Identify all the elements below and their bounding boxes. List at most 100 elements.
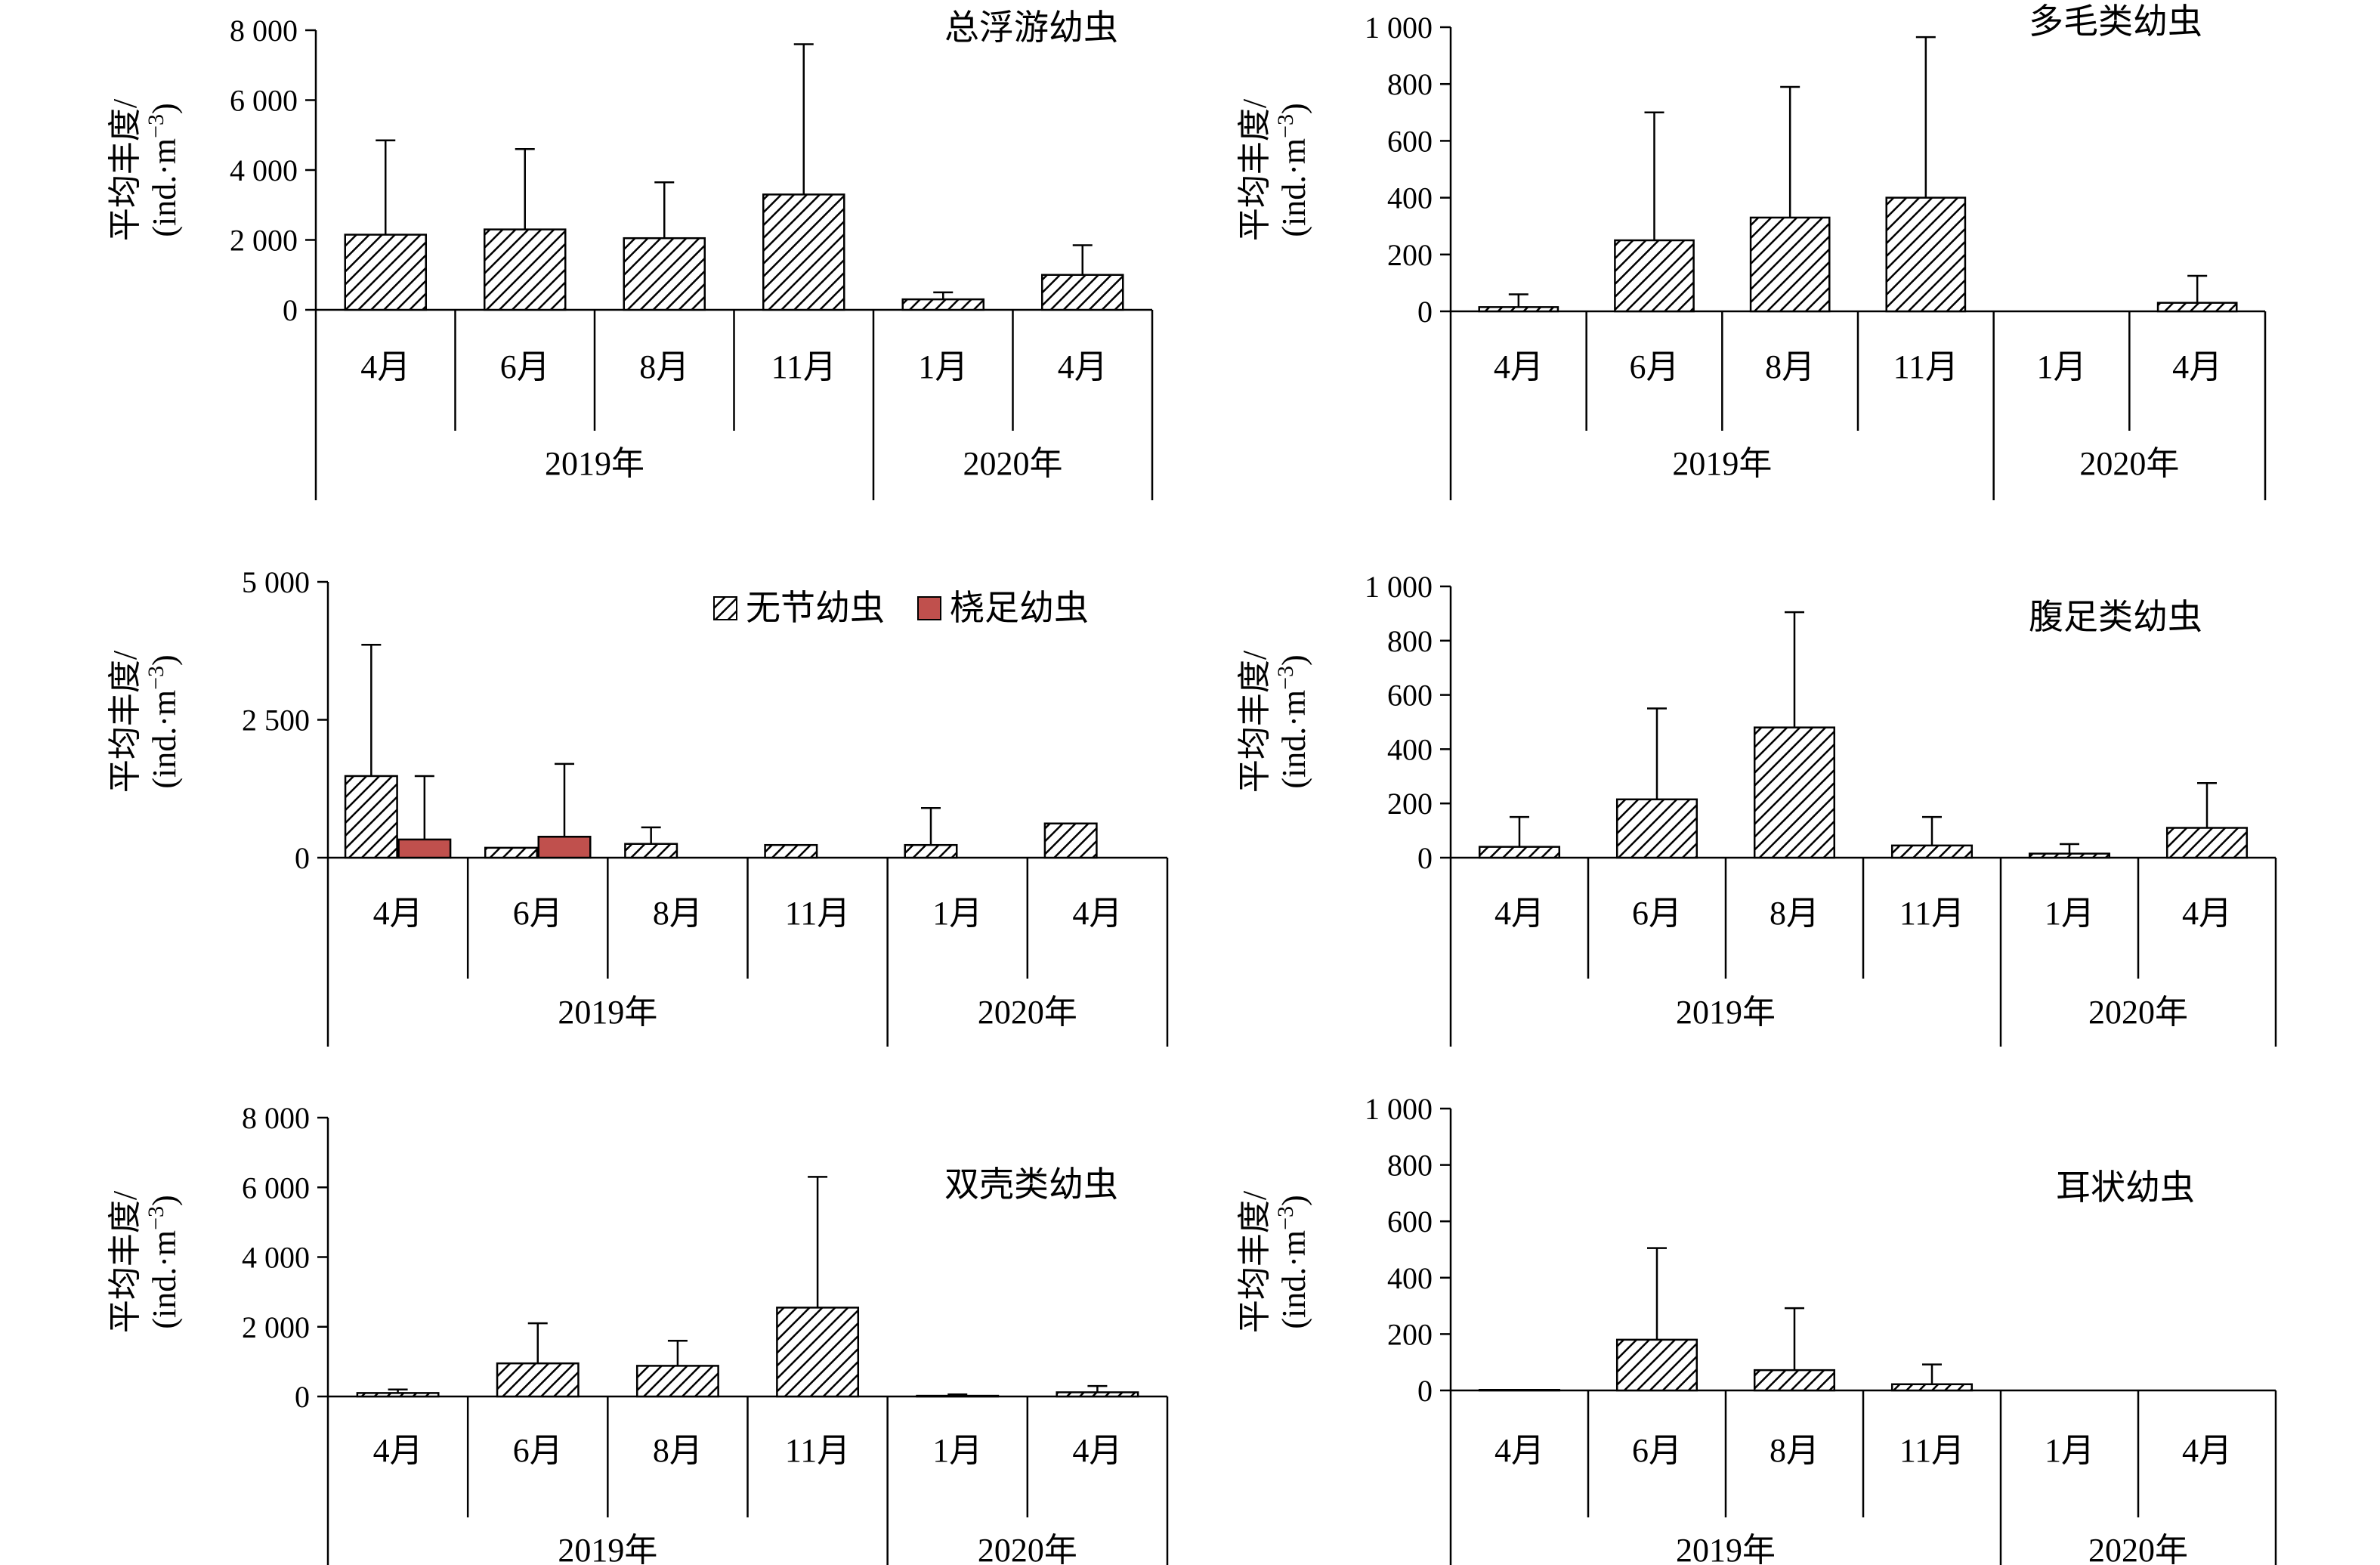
x-tick-label: 11月 — [1893, 348, 1958, 385]
bar — [2165, 827, 2249, 859]
x-tick-label: 8月 — [1770, 1432, 1819, 1469]
x-tick-label: 4月 — [2172, 348, 2222, 385]
legend-label: 桡足幼虫 — [950, 589, 1089, 627]
bar — [1056, 1391, 1139, 1398]
y-unit: (ind.·m — [146, 1230, 183, 1329]
bar — [356, 1392, 440, 1398]
y-tick-label: 800 — [1387, 624, 1433, 658]
y-axis-label-line2: (ind.·m−3) — [144, 1195, 183, 1328]
x-tick-label: 8月 — [653, 895, 703, 932]
y-tick-label: 0 — [1417, 841, 1433, 875]
y-axis-label: 平均丰度/(ind.·m−3) — [107, 1190, 183, 1333]
chart-panel: 0 200 400 600 800 1 000 4月 6月 8月 11月 1月 4月 2019年 2020… — [1236, 2, 2267, 500]
y-tick-label: 400 — [1387, 732, 1433, 766]
y-tick-label: 6 000 — [242, 1171, 310, 1205]
y-tick-label: 0 — [1417, 1374, 1433, 1408]
year-label: 2019年 — [558, 1532, 657, 1565]
bar — [1890, 1383, 1974, 1392]
bar — [623, 237, 706, 311]
legend-swatch-copepodite — [917, 596, 941, 620]
chart-panel: 0 2 500 5 000 4月 6月 8月 11月 1月 4月 2019年 2020年 无节幼虫 桡足… — [107, 565, 1169, 1047]
y-axis-label-line1: 平均丰度/ — [107, 98, 144, 241]
y-unit-close: ) — [1275, 654, 1312, 666]
bar — [344, 775, 398, 859]
y-axis-label-line2: (ind.·m−3) — [1273, 1195, 1312, 1328]
y-unit-exponent: −3 — [1273, 666, 1298, 690]
legend: 无节幼虫 桡足幼虫 — [713, 589, 1089, 627]
bar — [344, 234, 428, 311]
y-tick-label: 4 000 — [230, 153, 298, 187]
chart-panel: 0 2 000 4 000 6 000 8 000 4月 6月 8月 11月 1月 4月 2019年 2… — [107, 1101, 1169, 1565]
y-axis-label-line1: 平均丰度/ — [107, 1190, 144, 1333]
bar — [1478, 306, 1559, 313]
y-tick-label: 1 000 — [1365, 570, 1433, 604]
y-tick-label: 600 — [1387, 679, 1433, 713]
bar — [1478, 846, 1561, 859]
y-tick-label: 1 000 — [1365, 1092, 1433, 1126]
x-tick-label: 4月 — [2182, 895, 2232, 932]
bar-copepodite — [397, 838, 452, 859]
x-tick-label: 4月 — [1494, 1432, 1544, 1469]
bar — [1890, 844, 1974, 859]
year-label: 2020年 — [2088, 994, 2188, 1031]
x-tick-label: 6月 — [500, 348, 550, 385]
y-unit-close: ) — [146, 1195, 183, 1206]
y-unit-exponent: −3 — [144, 114, 168, 138]
bar — [1753, 1369, 1836, 1392]
y-axis-label: 平均丰度/(ind.·m−3) — [1236, 98, 1312, 241]
year-label: 2020年 — [2079, 445, 2179, 482]
y-unit-close: ) — [1275, 1195, 1312, 1206]
x-tick-label: 4月 — [2182, 1432, 2232, 1469]
y-tick-label: 8 000 — [242, 1101, 310, 1135]
bar — [2156, 302, 2238, 313]
bar — [635, 1365, 719, 1398]
y-tick-label: 5 000 — [242, 565, 310, 599]
bar — [1753, 726, 1836, 859]
y-axis-label-line2: (ind.·m−3) — [144, 654, 183, 788]
x-tick-label: 4月 — [1494, 895, 1544, 932]
year-label: 2020年 — [2088, 1532, 2188, 1565]
chart-panel: 0 200 400 600 800 1 000 4月 6月 8月 11月 1月 4月 2019年 2020… — [1236, 1092, 2277, 1565]
x-tick-label: 8月 — [1770, 895, 1819, 932]
x-tick-label: 4月 — [1072, 895, 1122, 932]
year-label: 2019年 — [1676, 1532, 1776, 1565]
y-tick-label: 800 — [1387, 1149, 1433, 1183]
y-unit: (ind.·m — [1275, 690, 1312, 789]
x-tick-label: 4月 — [1058, 348, 1108, 385]
x-tick-label: 11月 — [1899, 895, 1964, 932]
y-tick-label: 0 — [1417, 295, 1433, 329]
bar — [1615, 798, 1698, 859]
y-unit: (ind.·m — [1275, 1230, 1312, 1329]
year-label: 2020年 — [978, 994, 1077, 1031]
chart-panel: 0 2 000 4 000 6 000 8 000 4月 6月 8月 11月 1月 4月 2019年 2… — [107, 8, 1154, 500]
bar-copepodite — [537, 836, 592, 859]
x-tick-label: 8月 — [1765, 348, 1815, 385]
x-tick-label: 1月 — [932, 1432, 982, 1469]
y-tick-label: 400 — [1387, 181, 1433, 215]
x-tick-label: 1月 — [2045, 895, 2094, 932]
chart-title: 腹足类幼虫 — [2029, 598, 2202, 636]
x-tick-label: 11月 — [1899, 1432, 1964, 1469]
y-unit-close: ) — [146, 103, 183, 114]
y-tick-label: 600 — [1387, 1205, 1433, 1239]
bar — [1040, 274, 1124, 311]
y-axis-label-line2: (ind.·m−3) — [144, 103, 183, 237]
y-unit-close: ) — [1275, 103, 1312, 114]
x-tick-label: 4月 — [1072, 1432, 1122, 1469]
bar — [1615, 1338, 1698, 1392]
bar — [764, 843, 818, 859]
bar — [483, 228, 567, 311]
chart-title: 耳状幼虫 — [2056, 1168, 2195, 1207]
y-tick-label: 800 — [1387, 67, 1433, 101]
x-tick-label: 11月 — [771, 348, 836, 385]
bar — [901, 298, 985, 311]
y-unit: (ind.·m — [1275, 138, 1312, 237]
y-unit-exponent: −3 — [1273, 114, 1298, 138]
x-tick-label: 1月 — [2045, 1432, 2094, 1469]
bar — [624, 843, 678, 859]
year-label: 2020年 — [963, 445, 1063, 482]
x-tick-label: 1月 — [932, 895, 982, 932]
legend-swatch-nauplius — [713, 596, 737, 620]
y-axis-label-line1: 平均丰度/ — [1236, 650, 1273, 793]
